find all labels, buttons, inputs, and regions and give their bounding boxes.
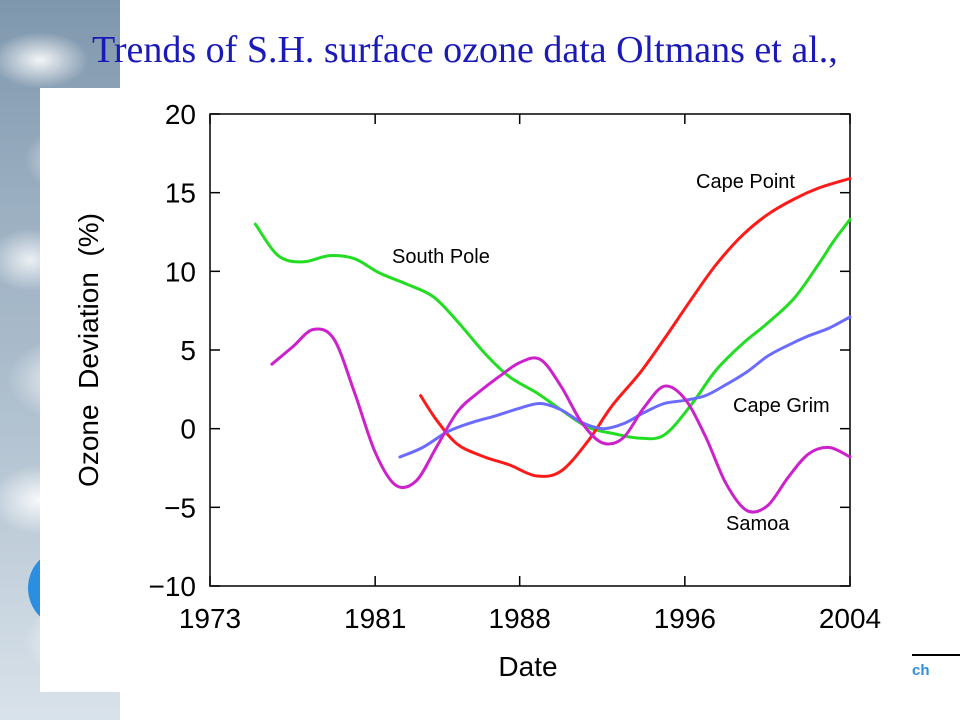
y-axis-label: Ozone Deviation (%): [73, 213, 104, 487]
x-tick-label: 1981: [344, 603, 406, 634]
series-label-cape-grim: Cape Grim: [733, 395, 830, 417]
x-tick-label: 1988: [489, 603, 551, 634]
series-line-cape-grim: [398, 315, 852, 459]
y-tick-label: 20: [165, 99, 196, 130]
x-tick-label: 1996: [654, 603, 716, 634]
y-tick-label: 5: [180, 335, 196, 366]
series-line-samoa: [270, 327, 852, 514]
series-label-samoa: Samoa: [726, 513, 790, 535]
series-lines: [253, 177, 852, 514]
y-tick-label: 15: [165, 178, 196, 209]
slide-title: Trends of S.H. surface ozone data Oltman…: [92, 29, 838, 71]
y-tick-label: −10: [149, 571, 197, 602]
series-line-cape-point: [419, 177, 852, 478]
footer-text: ch: [912, 662, 930, 679]
chart-panel: 1973 1981 1988 1996 2004 −10 −5 0 5 10 15 20 Date …: [40, 88, 908, 692]
y-tick-label: 0: [180, 414, 196, 445]
x-axis-ticks: 1973 1981 1988 1996 2004: [179, 114, 881, 634]
x-axis-label: Date: [498, 651, 557, 682]
x-tick-label: 2004: [819, 603, 881, 634]
y-axis-ticks: −10 −5 0 5 10 15 20: [149, 99, 850, 602]
series-label-south-pole: South Pole: [392, 246, 490, 268]
footer-rule: [912, 654, 960, 656]
series-label-cape-point: Cape Point: [696, 171, 795, 193]
y-tick-label: −5: [164, 492, 196, 523]
x-tick-label: 1973: [179, 603, 241, 634]
y-tick-label: 10: [165, 256, 196, 287]
